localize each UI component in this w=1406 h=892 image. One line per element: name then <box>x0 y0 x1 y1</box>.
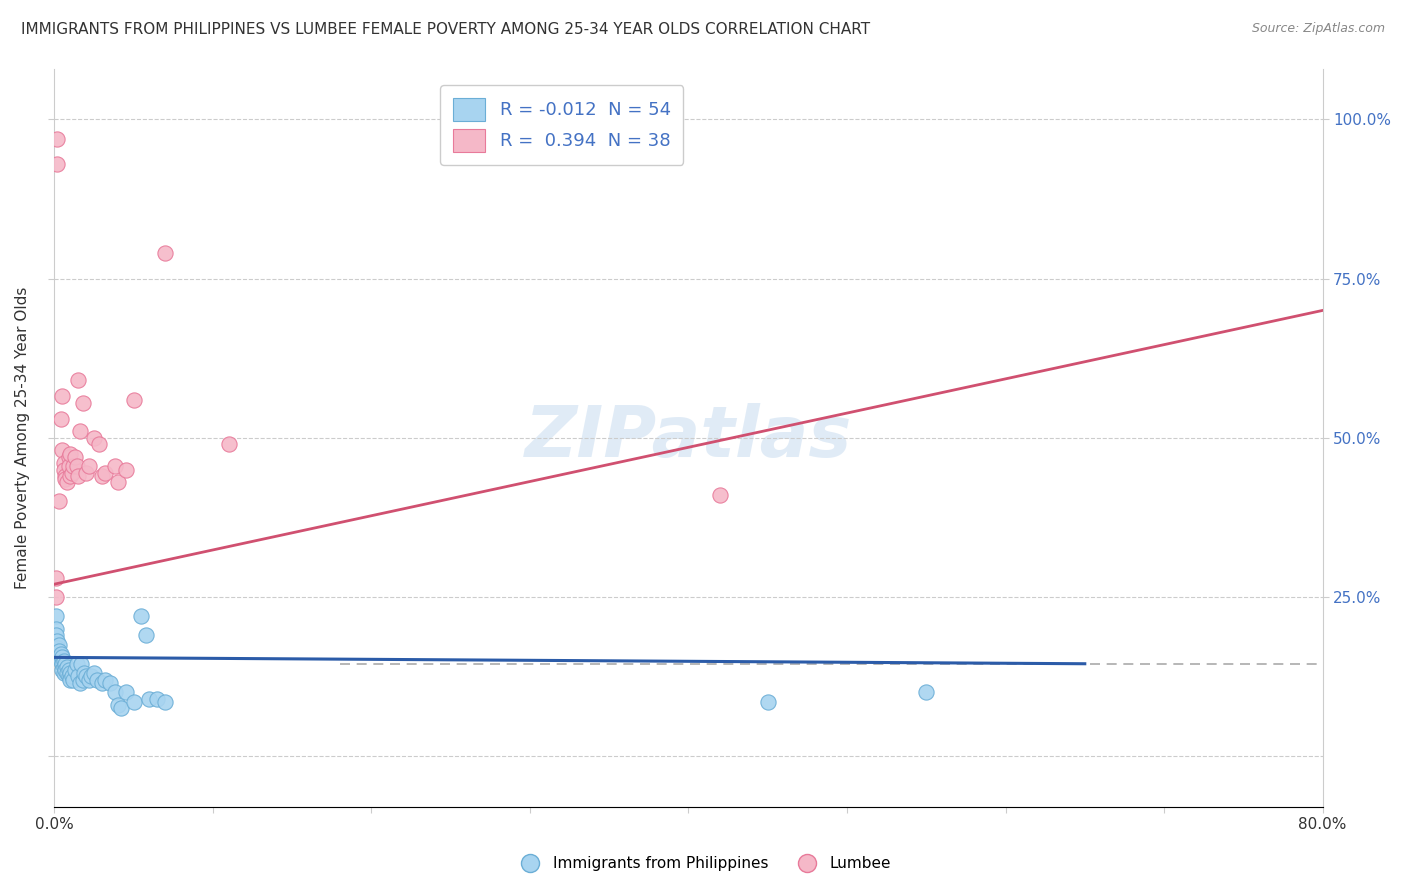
Point <box>155 695 177 709</box>
Y-axis label: Female Poverty Among 25-34 Year Olds: Female Poverty Among 25-34 Year Olds <box>15 286 30 589</box>
Point <box>90 676 112 690</box>
Point <box>55 657 77 671</box>
Point <box>51 663 73 677</box>
Point <box>146 691 169 706</box>
Text: Source: ZipAtlas.com: Source: ZipAtlas.com <box>1251 22 1385 36</box>
Point <box>110 701 132 715</box>
Point <box>51 389 73 403</box>
Point <box>49 654 72 668</box>
Point <box>107 698 129 713</box>
Point <box>103 459 125 474</box>
Point <box>51 657 73 671</box>
Point <box>915 685 938 699</box>
Point <box>52 666 75 681</box>
Point <box>45 628 67 642</box>
Point <box>122 695 145 709</box>
Point <box>90 469 112 483</box>
Point <box>72 673 94 687</box>
Point <box>60 466 83 480</box>
Point <box>59 666 82 681</box>
Point <box>83 431 105 445</box>
Point <box>155 246 177 260</box>
Point <box>58 663 80 677</box>
Legend: R = -0.012  N = 54, R =  0.394  N = 38: R = -0.012 N = 54, R = 0.394 N = 38 <box>440 85 683 165</box>
Point <box>70 657 93 671</box>
Point <box>45 609 67 624</box>
Point <box>55 663 77 677</box>
Point <box>218 437 240 451</box>
Point <box>58 459 80 474</box>
Point <box>56 475 79 490</box>
Point <box>709 488 731 502</box>
Point <box>75 669 97 683</box>
Point <box>77 673 100 687</box>
Point <box>59 673 82 687</box>
Point <box>55 472 77 486</box>
Point <box>103 685 125 699</box>
Point <box>58 669 80 683</box>
Point <box>58 450 80 464</box>
Point <box>98 676 121 690</box>
Point <box>46 131 69 145</box>
Point <box>46 640 69 655</box>
Point <box>107 475 129 490</box>
Point <box>131 609 153 624</box>
Point <box>55 469 77 483</box>
Point <box>45 571 67 585</box>
Point <box>87 437 110 451</box>
Point <box>77 459 100 474</box>
Point <box>67 469 90 483</box>
Point <box>73 666 96 681</box>
Point <box>52 456 75 470</box>
Point <box>94 466 117 480</box>
Point <box>48 644 70 658</box>
Point <box>52 654 75 668</box>
Point <box>51 650 73 665</box>
Text: IMMIGRANTS FROM PHILIPPINES VS LUMBEE FEMALE POVERTY AMONG 25-34 YEAR OLDS CORRE: IMMIGRANTS FROM PHILIPPINES VS LUMBEE FE… <box>21 22 870 37</box>
Point <box>63 450 86 464</box>
Point <box>52 462 75 476</box>
Point <box>59 447 82 461</box>
Point <box>46 634 69 648</box>
Point <box>65 459 87 474</box>
Text: ZIPatlas: ZIPatlas <box>524 403 852 472</box>
Point <box>67 669 90 683</box>
Point <box>122 392 145 407</box>
Point <box>114 685 136 699</box>
Legend: Immigrants from Philippines, Lumbee: Immigrants from Philippines, Lumbee <box>509 850 897 877</box>
Point <box>69 676 91 690</box>
Point <box>48 638 70 652</box>
Point <box>756 695 779 709</box>
Point <box>69 425 91 439</box>
Point <box>45 622 67 636</box>
Point <box>94 673 117 687</box>
Point <box>60 669 83 683</box>
Point <box>63 663 86 677</box>
Point <box>48 650 70 665</box>
Point <box>65 657 87 671</box>
Point <box>80 669 103 683</box>
Point <box>52 660 75 674</box>
Point <box>51 443 73 458</box>
Point <box>59 469 82 483</box>
Point <box>46 157 69 171</box>
Point <box>75 466 97 480</box>
Point <box>114 462 136 476</box>
Point <box>135 628 157 642</box>
Point <box>86 673 108 687</box>
Point <box>67 374 90 388</box>
Point <box>49 411 72 425</box>
Point <box>56 666 79 681</box>
Point <box>46 647 69 661</box>
Point <box>45 590 67 604</box>
Point <box>48 494 70 508</box>
Point <box>49 647 72 661</box>
Point <box>62 673 84 687</box>
Point <box>138 691 160 706</box>
Point <box>83 666 105 681</box>
Point <box>72 396 94 410</box>
Point <box>62 459 84 474</box>
Point <box>56 660 79 674</box>
